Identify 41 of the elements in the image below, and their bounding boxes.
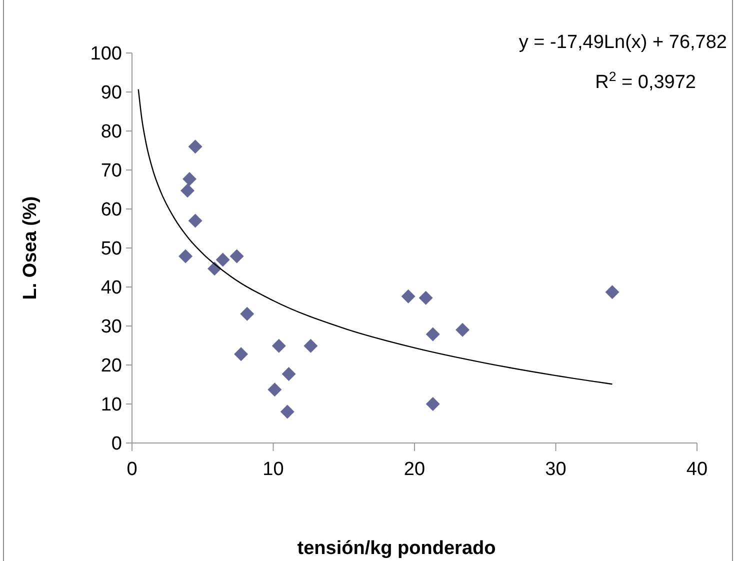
y-tick-label: 90 — [100, 82, 122, 104]
point — [280, 404, 294, 419]
point — [272, 338, 286, 353]
y-tick-label: 80 — [100, 122, 122, 143]
point — [182, 172, 196, 186]
point — [188, 214, 202, 228]
x-tick-label: 30 — [545, 459, 566, 480]
point — [401, 289, 416, 304]
x-tick-label: 20 — [404, 459, 426, 480]
y-tick-label: 30 — [100, 316, 122, 338]
point — [426, 327, 440, 342]
y-axis-title: L. Osea (%) — [20, 196, 41, 300]
point — [230, 249, 244, 264]
x-tick-label: 10 — [262, 459, 284, 480]
line-series — [138, 88, 613, 385]
point — [178, 249, 193, 264]
point — [234, 347, 248, 362]
point — [304, 338, 318, 353]
annotation: y = -17,49Ln(x) + 76,782 — [518, 32, 727, 53]
y-tick-label: 10 — [100, 394, 122, 416]
annotation: R$^{2}$ = 0,3972 — [595, 68, 696, 93]
point — [180, 184, 195, 198]
point — [605, 285, 620, 300]
x-axis-title: tensión/kg ponderado — [297, 538, 496, 559]
point — [216, 252, 230, 267]
y-tick-label: 0 — [111, 434, 122, 455]
y-tick-label: 40 — [100, 278, 122, 299]
point — [188, 140, 202, 154]
y-tick-label: 20 — [100, 356, 122, 377]
y-tick-label: 70 — [100, 160, 122, 182]
point — [418, 290, 433, 305]
point — [268, 382, 282, 397]
point — [456, 322, 470, 337]
point — [240, 306, 254, 321]
x-tick-label: 40 — [686, 459, 708, 480]
point — [426, 397, 440, 411]
x-tick-label: 0 — [126, 459, 138, 480]
point — [282, 366, 296, 381]
y-tick-label: 100 — [90, 44, 122, 65]
y-tick-label: 50 — [100, 238, 122, 260]
y-tick-label: 60 — [100, 200, 122, 221]
